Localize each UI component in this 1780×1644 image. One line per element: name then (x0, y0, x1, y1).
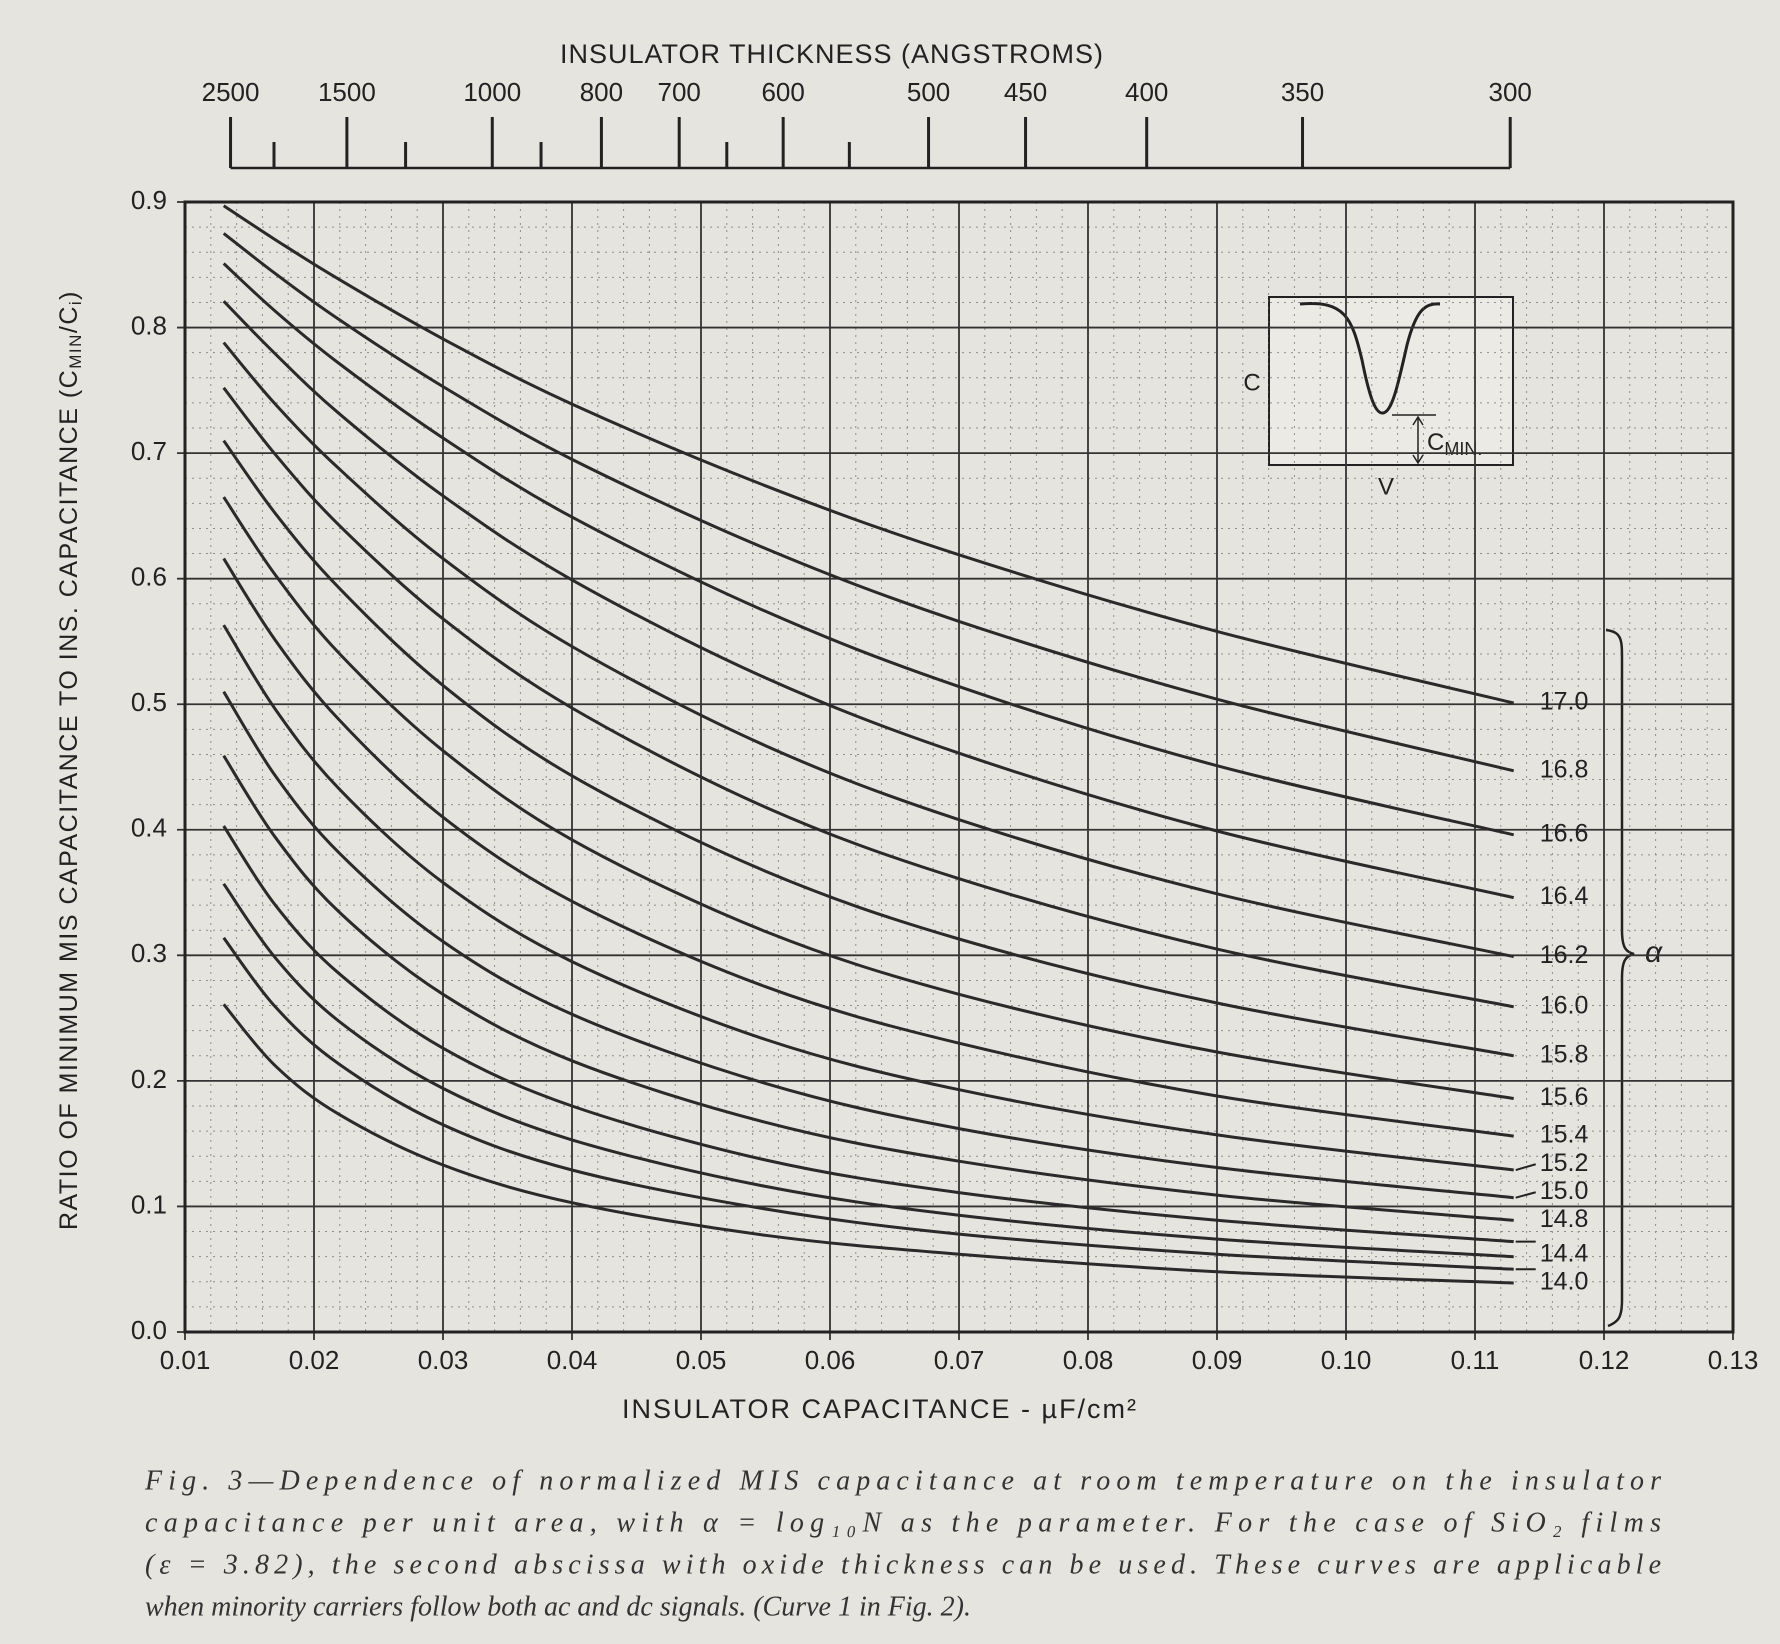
curve (222, 232, 1515, 773)
series-label: 14.8 (1540, 1205, 1589, 1233)
curve (222, 300, 1515, 900)
inset-cmin-c: C (1427, 429, 1444, 456)
inset-y-label: C (1243, 369, 1260, 396)
x-tick-label: 0.06 (805, 1345, 856, 1375)
series-label: 15.2 (1540, 1149, 1589, 1177)
series-label: 17.0 (1540, 688, 1589, 716)
x2-tick-label: 400 (1125, 77, 1168, 107)
legend-title: α (1645, 936, 1663, 969)
x2-tick-label: 1500 (318, 77, 376, 107)
series-label: 15.0 (1540, 1177, 1589, 1205)
x2-tick-label: 2500 (202, 77, 260, 107)
x2-tick-label: 800 (580, 77, 623, 107)
x-tick-label: 0.11 (1451, 1345, 1500, 1375)
series-label: 16.0 (1540, 991, 1589, 1019)
x2-tick-label: 300 (1489, 77, 1532, 107)
caption-line: Fig. 3—Dependence of normalized MIS capa… (144, 1465, 1661, 1496)
y-axis-title-part: ) (55, 290, 83, 300)
caption-line: when minority carriers follow both ac an… (145, 1591, 971, 1622)
curve (222, 386, 1514, 1009)
y-tick-label: 0.8 (131, 310, 167, 340)
y-tick-label: 0.9 (131, 185, 167, 215)
y-axis-title-part: RATIO OF MINIMUM MIS CAPACITANCE TO INS.… (55, 369, 83, 1230)
x2-tick-label: 1000 (463, 77, 521, 107)
y-axis-title: RATIO OF MINIMUM MIS CAPACITANCE TO INS.… (55, 290, 86, 1230)
x-tick-label: 0.05 (676, 1345, 727, 1375)
curve (222, 882, 1514, 1259)
curve (222, 262, 1515, 837)
x-tick-label: 0.03 (418, 1345, 469, 1375)
y-axis-title-sub: i (66, 300, 85, 305)
x-tick-label: 0.10 (1321, 1345, 1372, 1375)
y-tick-label: 0.7 (131, 436, 167, 466)
x-tick-label: 0.08 (1063, 1345, 1114, 1375)
plot-frame (183, 200, 1735, 1334)
x-tick-label: 0.04 (547, 1345, 598, 1375)
x-tick-label: 0.02 (289, 1345, 340, 1375)
series-label: 14.4 (1540, 1240, 1589, 1268)
inset: C V CMIN. (1243, 296, 1514, 500)
series-label: 15.6 (1540, 1083, 1589, 1111)
curve (222, 1003, 1514, 1285)
x2-tick-label: 450 (1004, 77, 1047, 107)
x2-tick-label: 500 (907, 77, 950, 107)
y-tick-label: 0.1 (131, 1189, 167, 1219)
curve (222, 439, 1514, 1058)
curve (222, 341, 1515, 959)
label-leader (1515, 1163, 1536, 1171)
y-tick-label: 0.2 (131, 1064, 167, 1094)
y-tick-label: 0.3 (131, 938, 167, 968)
label-leader (1515, 1191, 1536, 1199)
y-axis-title-part: /C (55, 305, 83, 333)
series-label: 16.8 (1540, 755, 1589, 783)
inset-cmin-sub: MIN. (1444, 439, 1482, 459)
curve (222, 496, 1514, 1100)
x-tick-label: 0.07 (934, 1345, 985, 1375)
x-tick-label: 0.13 (1708, 1345, 1759, 1375)
series-label: 16.6 (1540, 819, 1589, 847)
series-label: 14.0 (1540, 1268, 1589, 1296)
curve (222, 204, 1515, 705)
x2-tick-label: 600 (761, 77, 804, 107)
y-tick-label: 0.6 (131, 562, 167, 592)
series-label: 16.2 (1540, 941, 1589, 969)
caption-line: (ε = 3.82), the second abscissa with oxi… (145, 1549, 1661, 1580)
x2-axis-title: INSULATOR THICKNESS (ANGSTROMS) (560, 39, 1104, 69)
x-tick-label: 0.12 (1579, 1345, 1630, 1375)
series-label: 15.4 (1540, 1121, 1589, 1149)
y-axis-title-sub: MIN (66, 333, 85, 369)
inset-arrowheads (1412, 415, 1424, 465)
curve (222, 624, 1514, 1172)
x-tick-label: 0.01 (160, 1345, 211, 1375)
x2-tick-label: 700 (658, 77, 701, 107)
caption-line: capacitance per unit area, with α = log₁… (145, 1507, 1661, 1538)
curve (222, 825, 1514, 1244)
y-tick-label: 0.4 (131, 813, 167, 843)
series-label: 15.8 (1540, 1040, 1589, 1068)
curve (222, 690, 1514, 1200)
y-tick-label: 0.5 (131, 687, 167, 717)
curve (222, 754, 1514, 1222)
x2-tick-label: 350 (1281, 77, 1324, 107)
series-label: 16.4 (1540, 882, 1589, 910)
x-tick-label: 0.09 (1192, 1345, 1243, 1375)
legend-bracket (1605, 628, 1635, 1328)
curve (222, 936, 1514, 1271)
inset-x-label: V (1378, 473, 1394, 500)
inset-frame (1268, 296, 1514, 466)
x-axis-title: INSULATOR CAPACITANCE - µF/cm² (622, 1394, 1138, 1424)
y-tick-label: 0.0 (131, 1315, 167, 1345)
curve (222, 557, 1514, 1138)
